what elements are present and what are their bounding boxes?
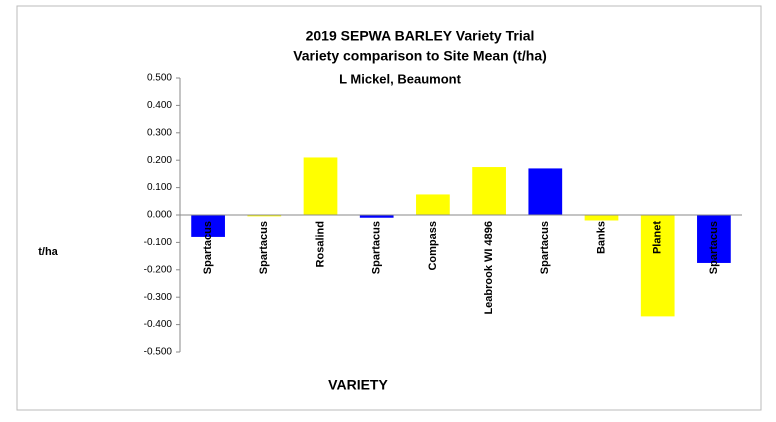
x-tick-label: Leabrook WI 4896 — [483, 221, 495, 315]
y-tick-label: 0.500 — [147, 73, 172, 84]
y-tick-label: 0.300 — [147, 127, 172, 138]
bar — [697, 215, 731, 263]
bar — [359, 215, 394, 218]
x-tick-label: Spartacus — [258, 221, 270, 274]
bar — [472, 167, 506, 215]
y-tick-label: -0.100 — [144, 237, 173, 248]
y-tick-label: -0.400 — [144, 319, 173, 330]
y-tick-label: 0.400 — [147, 100, 172, 111]
bar — [247, 215, 282, 217]
bar — [584, 215, 619, 221]
y-tick-label: 0.200 — [147, 155, 172, 166]
x-tick-label: Banks — [595, 221, 607, 254]
bar — [528, 168, 563, 215]
x-tick-label: Compass — [427, 221, 439, 271]
y-axis-label: t/ha — [38, 246, 58, 258]
y-tick-label: -0.300 — [144, 292, 173, 303]
bar — [191, 215, 225, 237]
bar — [416, 194, 450, 215]
x-axis-label: VARIETY — [328, 377, 388, 393]
x-tick-label: Spartacus — [371, 221, 383, 274]
y-tick-label: 0.100 — [147, 182, 172, 193]
y-tick-label: -0.500 — [144, 347, 173, 358]
x-tick-label: Spartacus — [539, 221, 551, 274]
bar — [303, 157, 338, 215]
x-tick-label: Spartacus — [708, 221, 720, 274]
x-tick-label: Spartacus — [202, 221, 214, 274]
chart-subtitle: Variety comparison to Site Mean (t/ha) — [293, 48, 547, 64]
y-tick-label: 0.000 — [147, 210, 172, 221]
y-tick-label: -0.200 — [144, 264, 173, 275]
bar — [640, 215, 675, 317]
x-tick-label: Planet — [652, 221, 664, 254]
chart-frame — [16, 5, 762, 411]
chart-title: 2019 SEPWA BARLEY Variety Trial — [306, 28, 535, 44]
annotation: L Mickel, Beaumont — [339, 71, 462, 86]
x-tick-label: Rosalind — [314, 221, 326, 267]
